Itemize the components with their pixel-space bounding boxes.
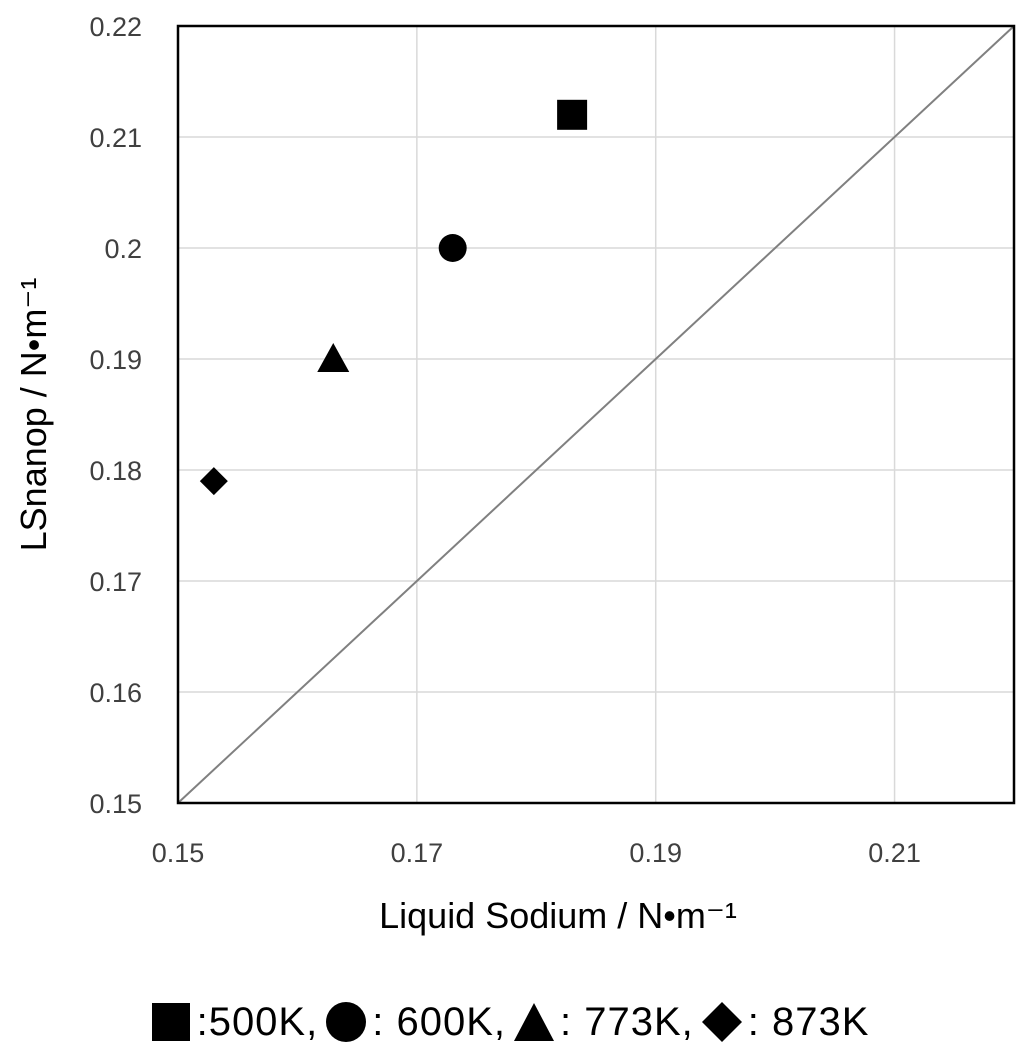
y-tick-label: 0.18 <box>89 456 142 486</box>
y-tick-label: 0.21 <box>89 123 142 153</box>
plot-frame <box>176 24 1016 805</box>
square-marker-icon <box>151 1003 190 1041</box>
data-point-square-500k <box>557 99 588 130</box>
y-tick-label: 0.22 <box>89 12 142 42</box>
legend-item-873k: : 873K <box>700 1000 876 1045</box>
y-tick-label: 0.17 <box>89 567 142 597</box>
legend-item-773k: : 773K, <box>512 1000 700 1045</box>
diamond-marker-icon <box>701 1002 742 1042</box>
y-tick-label: 0.15 <box>89 789 142 819</box>
y-tick-label: 0.16 <box>89 678 142 708</box>
y-tick-label: 0.2 <box>104 234 142 264</box>
x-axis-ticks: 0.15 0.17 0.19 0.21 <box>152 838 921 868</box>
x-tick-label: 0.19 <box>629 838 682 868</box>
legend-label-600k: : 600K, <box>372 999 506 1044</box>
legend-label-773k: : 773K, <box>560 999 694 1044</box>
legend-label-500k: :500K, <box>196 999 319 1044</box>
x-tick-label: 0.15 <box>152 838 205 868</box>
reference-diagonal-line <box>177 25 1015 804</box>
data-point-diamond-873k <box>199 467 228 496</box>
data-points <box>199 99 588 496</box>
legend: :500K, : 600K, : 773K, : 873K <box>0 990 1024 1054</box>
legend-label-873k: : 873K <box>747 999 870 1044</box>
x-tick-label: 0.17 <box>391 838 444 868</box>
legend-item-600k: : 600K, <box>324 1000 512 1045</box>
legend-item-500k: :500K, <box>149 1000 325 1045</box>
triangle-marker-icon <box>514 1003 554 1041</box>
y-tick-label: 0.19 <box>89 345 142 375</box>
x-tick-label: 0.21 <box>868 838 921 868</box>
scatter-chart: 0.15 0.16 0.17 0.18 0.19 0.2 0.21 0.22 0.15 0.17… <box>13 12 1016 936</box>
circle-marker-icon <box>326 1002 367 1042</box>
data-point-circle-600k <box>438 234 467 262</box>
y-axis-ticks: 0.15 0.16 0.17 0.18 0.19 0.2 0.21 0.22 <box>89 12 142 819</box>
y-axis-title: LSnanop / N•m⁻¹ <box>13 278 54 552</box>
x-axis-title: Liquid Sodium / N•m⁻¹ <box>379 895 737 936</box>
data-point-triangle-773k <box>317 343 350 372</box>
